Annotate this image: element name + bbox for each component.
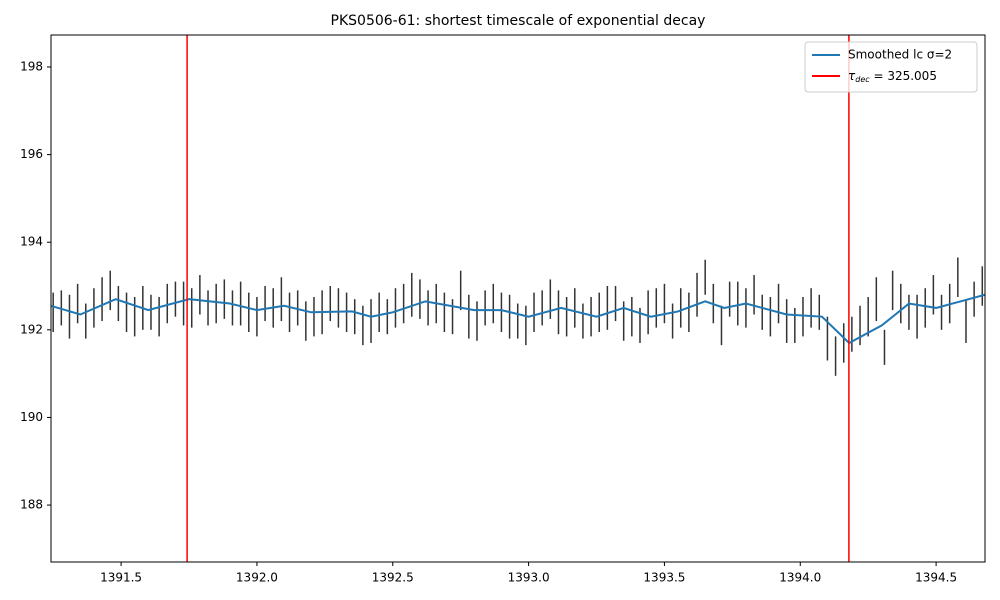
y-tick-label: 192 — [20, 322, 43, 336]
y-tick-label: 194 — [20, 235, 43, 249]
x-tick-label: 1391.5 — [100, 571, 142, 585]
legend-label: τdec = 325.005 — [848, 69, 937, 84]
plot-frame — [50, 34, 986, 563]
legend-symbol: τ — [848, 69, 856, 83]
y-tick-label: 190 — [20, 410, 43, 424]
smoothed-line — [51, 293, 985, 345]
legend-label: Smoothed lc σ=2 — [848, 48, 952, 62]
plot-area — [51, 35, 985, 562]
legend-subscript: dec — [855, 75, 870, 84]
y-tick-label: 198 — [20, 59, 43, 73]
x-tick-label: 1392.5 — [372, 571, 414, 585]
legend-box — [804, 41, 978, 93]
y-tick-label: 188 — [20, 498, 43, 512]
x-tick-label: 1394.0 — [779, 571, 821, 585]
x-tick-label: 1394.5 — [915, 571, 957, 585]
y-tick-label: 196 — [20, 147, 43, 161]
chart-title: PKS0506-61: shortest timescale of expone… — [331, 13, 706, 29]
legend-value: = 325.005 — [870, 69, 937, 83]
x-tick-label: 1393.5 — [643, 571, 685, 585]
x-tick-label: 1392.0 — [236, 571, 278, 585]
x-tick-label: 1393.0 — [508, 571, 550, 585]
